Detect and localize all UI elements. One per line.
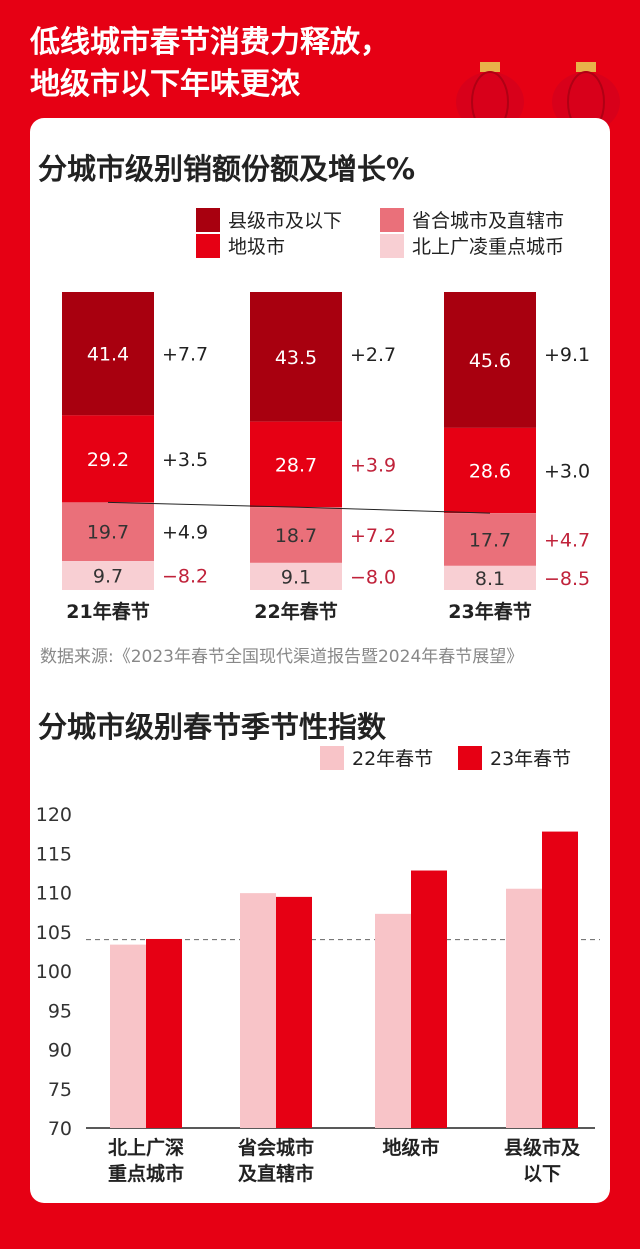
category-label: 重点城市	[108, 1162, 184, 1185]
stack-segment	[62, 561, 154, 590]
legend-item-tier1: 北上广凌重点城币	[380, 232, 564, 259]
y-tick-label: 90	[48, 1040, 72, 1062]
category-label: 县级市及	[504, 1136, 581, 1159]
segment-value-label: 41.4	[87, 344, 129, 366]
segment-value-label: 28.6	[469, 461, 511, 483]
stack-segment	[444, 292, 536, 428]
segment-value-label: 43.5	[275, 347, 317, 369]
index-bar	[375, 913, 411, 1128]
section2-title: 分城市级别春节季节性指数	[38, 710, 387, 744]
segment-value-label: 28.7	[275, 454, 317, 476]
legend-label: 县级市及以下	[228, 210, 343, 232]
y-tick-label: 100	[36, 961, 72, 983]
growth-label: +4.7	[544, 529, 590, 551]
legend-item-22: 22年春节	[320, 744, 433, 771]
category-label: 22年春节	[254, 600, 337, 623]
index-bar	[542, 831, 578, 1128]
category-label: 及直辖市	[238, 1162, 314, 1185]
segment-value-label: 9.7	[93, 566, 123, 588]
category-label: 北上广深	[108, 1136, 184, 1159]
growth-label: +2.7	[350, 344, 396, 366]
legend-item-23: 23年春节	[458, 744, 571, 771]
segment-value-label: 19.7	[87, 522, 129, 544]
headline-line-1: 低线城市春节消费力释放，	[30, 25, 390, 60]
legend-label: 地圾市	[228, 236, 286, 258]
growth-label: −8.0	[350, 566, 396, 588]
category-label: 省会城市	[237, 1136, 314, 1159]
legend-swatch	[458, 745, 482, 770]
stack-segment	[444, 565, 536, 590]
segment-value-label: 18.7	[275, 525, 317, 547]
legend-item-provincial: 省合城市及直辖市	[380, 206, 564, 233]
data-source: 数据来源:《2023年春节全国现代渠道报告暨2024年春节展望》	[40, 647, 524, 667]
index-bar	[146, 938, 182, 1128]
index-bar	[411, 870, 447, 1128]
growth-label: +7.7	[162, 344, 208, 366]
legend-item-county: 县级市及以下	[196, 206, 342, 233]
legend-swatch	[196, 233, 220, 258]
growth-label: +3.9	[350, 454, 396, 476]
growth-label: +9.1	[544, 344, 590, 366]
legend-swatch	[320, 745, 344, 770]
legend-label: 北上广凌重点城币	[412, 236, 565, 258]
growth-label: −8.5	[544, 568, 590, 590]
stack-segment	[250, 562, 342, 590]
category-label: 以下	[523, 1163, 561, 1185]
stack-segment	[444, 513, 536, 566]
index-bar	[240, 893, 276, 1128]
y-tick-label: 110	[36, 883, 72, 905]
legend-label: 省合城市及直辖市	[412, 210, 565, 232]
stack-segment	[250, 292, 342, 422]
index-bar	[506, 888, 542, 1128]
legend-swatch	[380, 233, 404, 258]
growth-label: +4.9	[162, 522, 208, 544]
stack-segment	[62, 502, 154, 562]
growth-label: −8.2	[162, 566, 208, 588]
y-tick-label: 105	[36, 922, 72, 944]
trend-line	[107, 501, 491, 514]
legend-swatch	[380, 207, 404, 232]
headline: 低线城市春节消费力释放， 地级市以下年味更浓	[30, 22, 390, 106]
content-card: 分城市级别销额份额及增长% 县级市及以下 省合城市及直辖市 地圾市 北上广凌重点…	[30, 118, 610, 1203]
stack-segment	[250, 507, 342, 563]
segment-value-label: 8.1	[475, 568, 505, 590]
legend-label: 23年春节	[490, 748, 572, 770]
stack-segment	[62, 415, 154, 503]
y-tick-label: 115	[36, 843, 72, 865]
legend-swatch	[196, 207, 220, 232]
category-label: 21年春节	[66, 600, 149, 623]
section1-title: 分城市级别销额份额及增长%	[38, 152, 416, 186]
share-stacked-bar-chart: 41.4 +7.7 29.2 +3.5 19.7 +4.9 9.7 −8.2 21年春节 43.5…	[62, 292, 590, 623]
index-bar	[110, 944, 146, 1128]
segment-value-label: 29.2	[87, 449, 129, 471]
stack-segment	[62, 292, 154, 416]
stack-segment	[250, 421, 342, 508]
stack-segment	[444, 427, 536, 514]
growth-label: +3.5	[162, 449, 208, 471]
category-label: 地级市	[382, 1136, 439, 1159]
y-tick-label: 75	[48, 1079, 72, 1101]
segment-value-label: 17.7	[469, 529, 511, 551]
index-bar	[276, 896, 312, 1128]
growth-label: +3.0	[544, 461, 590, 483]
legend-item-prefecture: 地圾市	[196, 232, 285, 259]
y-tick-label: 95	[48, 1000, 72, 1022]
legend-label: 22年春节	[352, 748, 434, 770]
segment-value-label: 45.6	[469, 350, 511, 372]
growth-label: +7.2	[350, 525, 396, 547]
segment-value-label: 9.1	[281, 566, 311, 588]
category-label: 23年春节	[448, 600, 531, 623]
y-tick-label: 70	[48, 1118, 72, 1140]
headline-line-2: 地级市以下年味更浓	[30, 67, 300, 102]
y-tick-label: 120	[36, 804, 72, 826]
